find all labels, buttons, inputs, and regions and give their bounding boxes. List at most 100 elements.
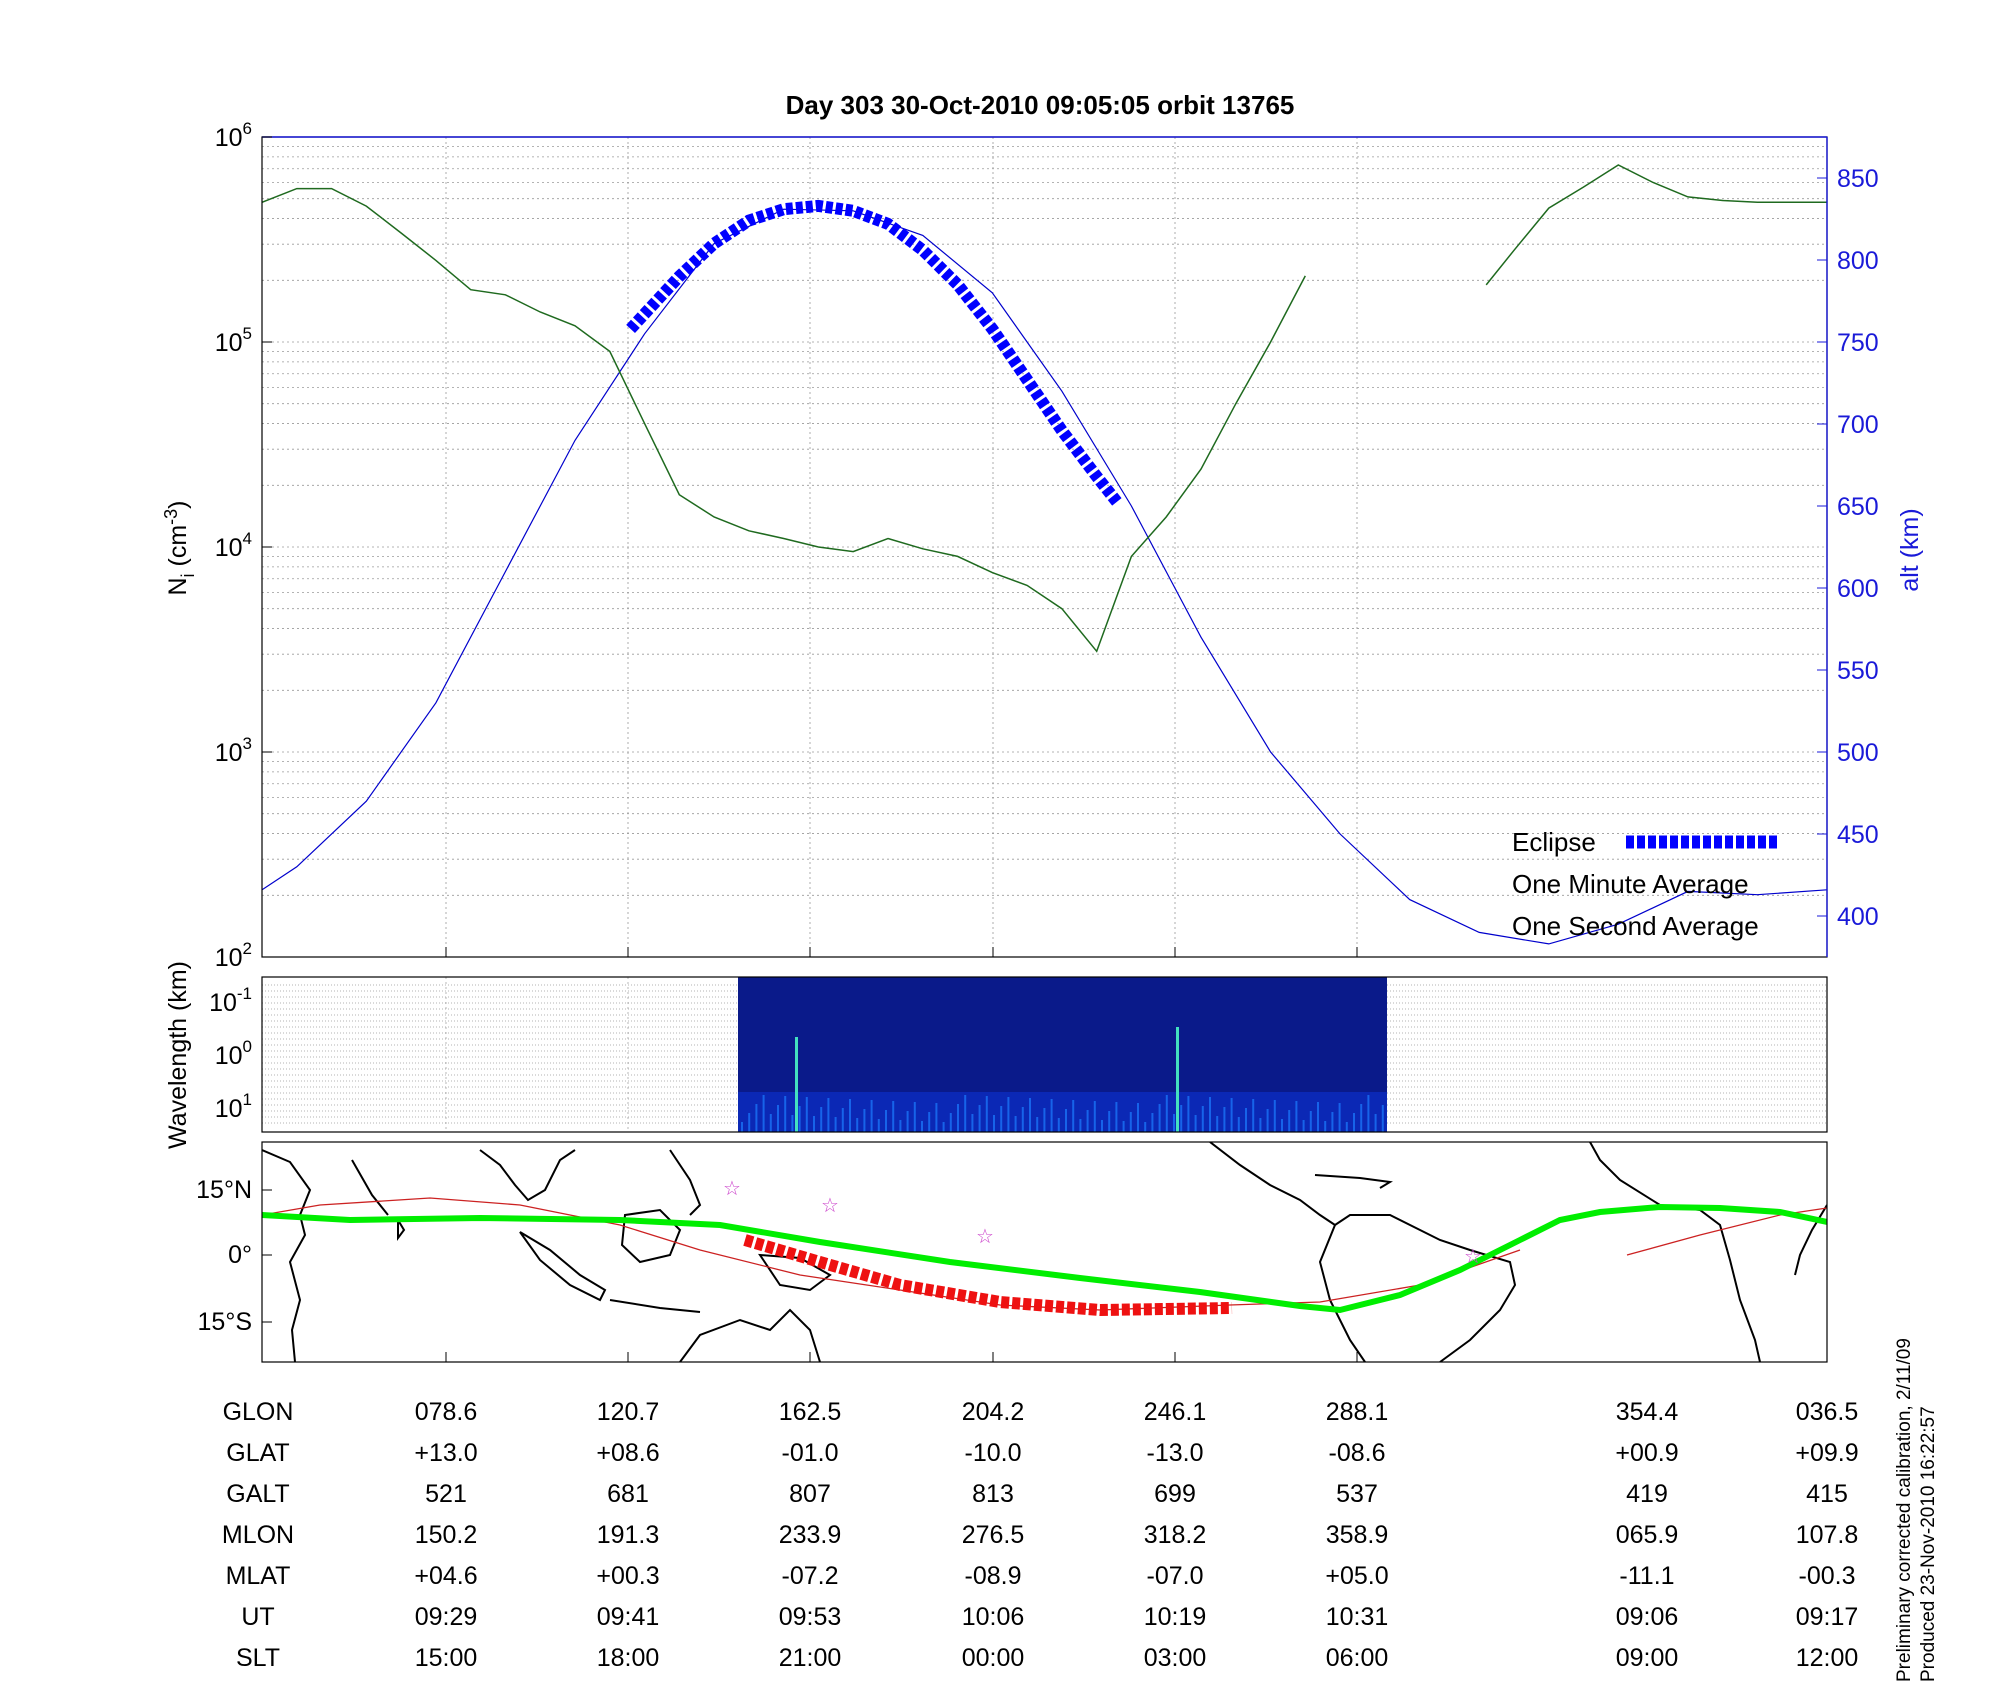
coast-central-america xyxy=(1209,1142,1336,1226)
spectrogram-streak xyxy=(1108,1111,1111,1132)
spectrogram-streak xyxy=(1317,1102,1319,1132)
table-cell: -07.2 xyxy=(782,1562,839,1590)
spectrogram-streak xyxy=(1072,1100,1075,1132)
spectrogram-streak xyxy=(1216,1116,1219,1132)
density-line xyxy=(262,187,1306,653)
y-tick-label: 103 xyxy=(215,734,252,767)
spectrogram-streak xyxy=(906,1111,909,1132)
y-tick-label: 105 xyxy=(215,324,252,357)
table-row-label: GLAT xyxy=(226,1439,289,1467)
legend: Eclipse One Minute Average One Second Av… xyxy=(1512,827,1778,941)
table-cell: 318.2 xyxy=(1144,1521,1207,1549)
spectrogram-spike xyxy=(795,1037,798,1132)
table-cell: -10.0 xyxy=(965,1439,1022,1467)
legend-eclipse-label: Eclipse xyxy=(1512,827,1596,857)
coast-srilanka xyxy=(397,1216,406,1241)
spectrogram-streak xyxy=(985,1096,988,1132)
spectrogram-streak xyxy=(1129,1112,1132,1132)
altitude-line xyxy=(262,208,1827,945)
table-cell: 09:06 xyxy=(1616,1603,1679,1631)
table-cell: 521 xyxy=(425,1480,467,1508)
table-cell: 107.8 xyxy=(1796,1521,1859,1549)
tick-base: 10 xyxy=(215,944,243,972)
spectrogram-streak xyxy=(1057,1118,1060,1132)
tick-base: 10 xyxy=(215,124,243,152)
density-line-after-gap xyxy=(1485,164,1827,286)
spectrogram-streak xyxy=(1209,1097,1211,1132)
spectrogram-streak xyxy=(791,1115,794,1132)
spectrogram-streak xyxy=(1000,1106,1003,1132)
spectrogram-streak xyxy=(1281,1119,1283,1132)
eclipse-segment xyxy=(626,199,1123,507)
spectrogram-streak xyxy=(1165,1095,1168,1132)
spectrogram-streak xyxy=(913,1102,916,1132)
y2-tick-label: 400 xyxy=(1837,903,1879,931)
y-tick-label: 104 xyxy=(215,529,252,562)
table-cell: +04.6 xyxy=(414,1562,477,1590)
table-row-label: GALT xyxy=(226,1480,289,1508)
top-x-gridlines xyxy=(445,137,1358,957)
table-cell: 21:00 xyxy=(779,1644,842,1672)
table-cell: 288.1 xyxy=(1326,1398,1389,1426)
y2-tick-label: 550 xyxy=(1837,657,1879,685)
ephemeris-table: GLON 078.6 120.7 162.5 204.2 246.1 288.1 354.4 0… xyxy=(222,1398,1859,1672)
spectrogram-streak xyxy=(784,1096,787,1132)
spectrogram-streak xyxy=(1259,1118,1262,1132)
spectrogram-frame xyxy=(261,976,1828,1133)
table-cell: 065.9 xyxy=(1616,1521,1679,1549)
spectrogram-streak xyxy=(978,1105,981,1132)
spectrogram-streak xyxy=(1021,1107,1024,1132)
footer-note: Preliminary corrected calibration, 2/11/… xyxy=(1894,1338,1939,1682)
table-cell: 03:00 xyxy=(1144,1644,1207,1672)
spec-y-tick-label: 100 xyxy=(215,1037,252,1070)
spectrogram-streak xyxy=(928,1112,931,1132)
spectrogram-streak xyxy=(798,1106,801,1132)
table-cell: -01.0 xyxy=(782,1439,839,1467)
table-cell: 10:19 xyxy=(1144,1603,1207,1631)
table-cell: +00.9 xyxy=(1615,1439,1678,1467)
table-cell: +08.6 xyxy=(596,1439,659,1467)
spectrogram-streak xyxy=(1187,1096,1190,1132)
spectrogram-streak xyxy=(741,1122,743,1132)
table-cell: 10:06 xyxy=(962,1603,1025,1631)
top-series xyxy=(262,164,1827,945)
spectrogram-streak xyxy=(1367,1095,1370,1132)
spectrogram-streak xyxy=(1036,1117,1039,1132)
spectrogram-streak xyxy=(1288,1110,1291,1132)
ylabel-unit-open: (cm xyxy=(164,525,192,574)
spectrogram-streak xyxy=(1374,1114,1377,1132)
table-cell: +05.0 xyxy=(1325,1562,1388,1590)
table-cell: +09.9 xyxy=(1795,1439,1858,1467)
spectrogram-streak xyxy=(877,1119,880,1132)
y2-tick-label: 600 xyxy=(1837,575,1879,603)
y2-tick-label: 800 xyxy=(1837,247,1879,275)
table-cell: 12:00 xyxy=(1796,1644,1859,1672)
table-row-label: MLAT xyxy=(226,1562,291,1590)
table-cell: 15:00 xyxy=(415,1644,478,1672)
ylabel-subscript: i xyxy=(178,573,198,577)
table-cell: 699 xyxy=(1154,1480,1196,1508)
spectrogram-streak xyxy=(1101,1120,1103,1132)
spectrogram-streak xyxy=(1144,1122,1147,1132)
spectrogram-streak xyxy=(1137,1103,1139,1132)
spectrogram-streak xyxy=(1115,1102,1118,1132)
table-cell: 162.5 xyxy=(779,1398,842,1426)
spectrogram-streak xyxy=(856,1118,859,1132)
map-coastlines xyxy=(262,1142,1827,1362)
tick-exponent: 5 xyxy=(243,324,252,343)
y2-tick-label: 500 xyxy=(1837,739,1879,767)
tick-base: 10 xyxy=(215,1042,243,1070)
table-cell: 00:00 xyxy=(962,1644,1025,1672)
table-row-label: SLT xyxy=(236,1644,280,1672)
table-cell: 681 xyxy=(607,1480,649,1508)
left-y-axis-label: Ni (cm-3) xyxy=(161,500,198,595)
table-row-label: GLON xyxy=(223,1398,294,1426)
coast-borneo xyxy=(620,1208,682,1264)
coast-india-tip xyxy=(351,1159,389,1216)
spectrogram-streak xyxy=(1158,1104,1161,1132)
spectrogram-streak xyxy=(1223,1107,1226,1132)
coast-sa-west xyxy=(1318,1224,1366,1362)
ylabel-unit-close: ) xyxy=(164,500,192,508)
